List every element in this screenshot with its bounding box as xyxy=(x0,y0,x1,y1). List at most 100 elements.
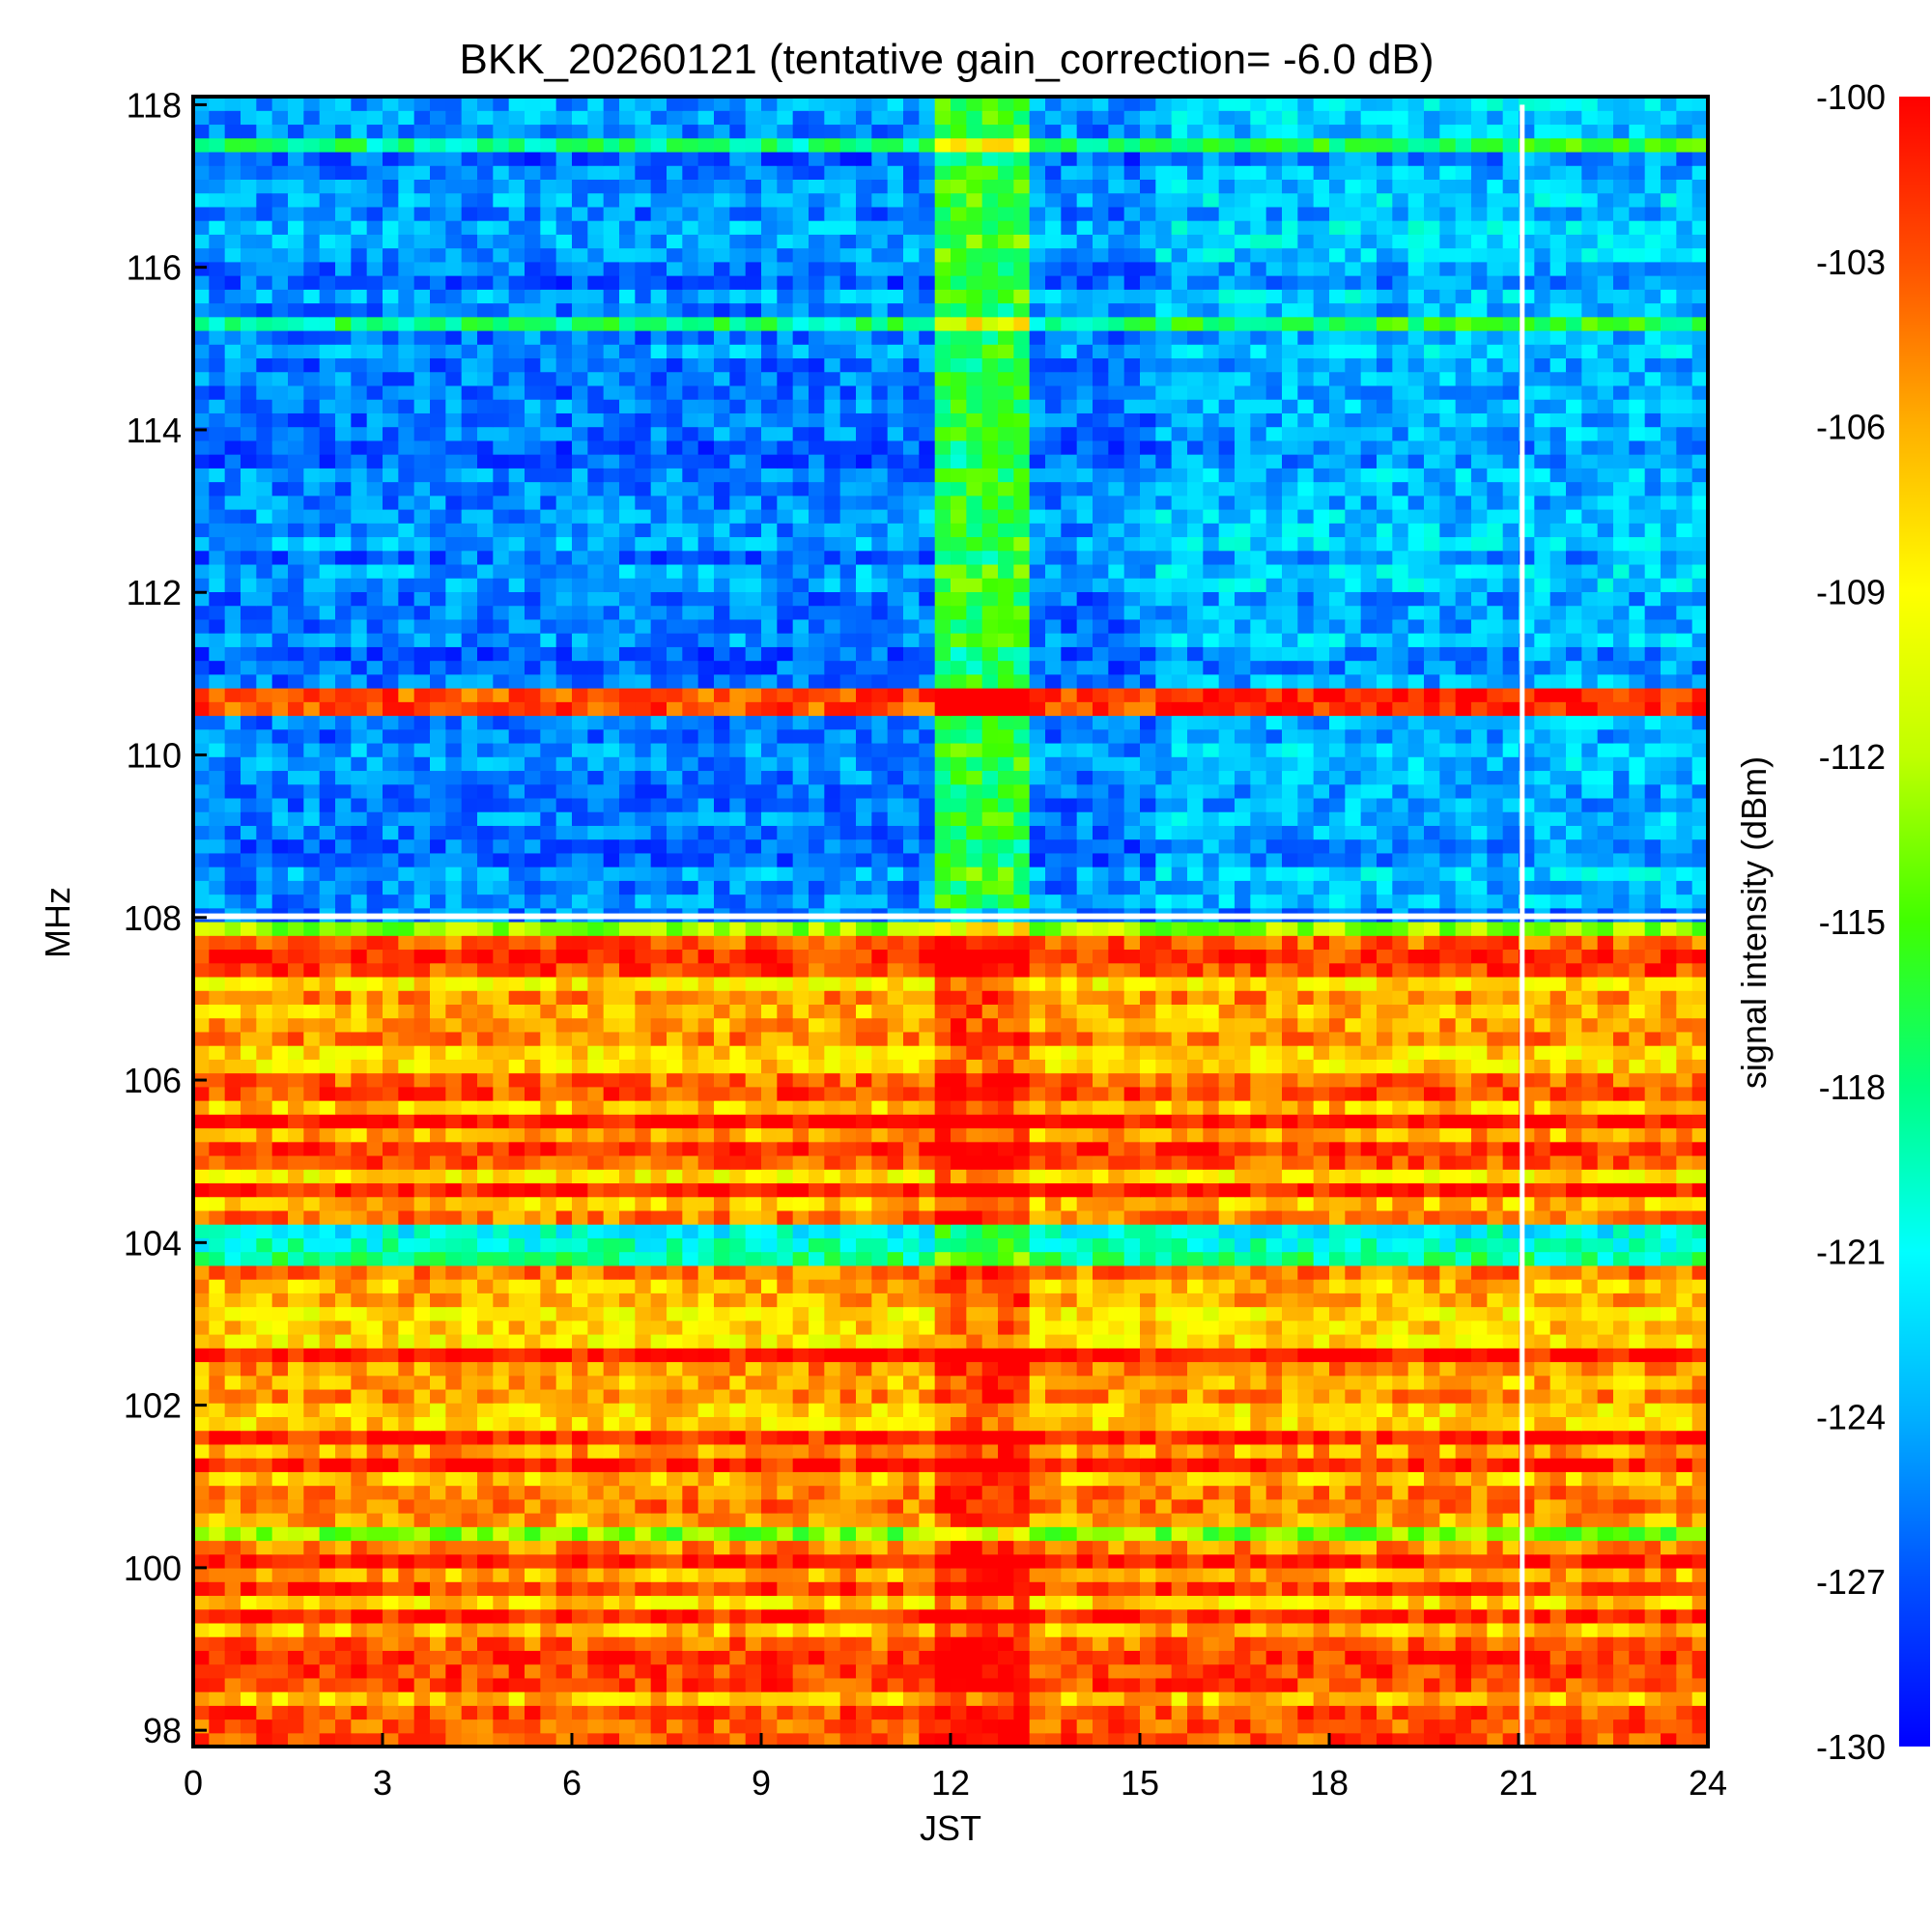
heatmap-cell xyxy=(461,1100,478,1115)
heatmap-cell xyxy=(619,1595,636,1610)
heatmap-cell xyxy=(650,1485,668,1500)
heatmap-cell xyxy=(1123,1498,1141,1514)
heatmap-cell xyxy=(619,1251,636,1266)
heatmap-cell xyxy=(319,1264,336,1280)
heatmap-cell xyxy=(1360,1677,1378,1692)
heatmap-cell xyxy=(1265,1498,1283,1514)
heatmap-cell xyxy=(887,1320,904,1335)
heatmap-cell xyxy=(193,1182,210,1198)
heatmap-cell xyxy=(1581,1403,1599,1417)
heatmap-cell xyxy=(934,1485,952,1500)
heatmap-cell xyxy=(1471,1361,1488,1377)
heatmap-cell xyxy=(1029,1526,1046,1542)
heatmap-cell xyxy=(572,1416,588,1432)
heatmap-cell xyxy=(682,1086,699,1101)
heatmap-cell xyxy=(271,1045,289,1060)
heatmap-cell xyxy=(1424,1224,1440,1238)
heatmap-cell xyxy=(224,1526,242,1542)
heatmap-cell xyxy=(619,1485,636,1500)
heatmap-cell xyxy=(1424,1719,1440,1734)
heatmap-cell xyxy=(383,1608,399,1624)
heatmap-cell xyxy=(682,1430,699,1445)
heatmap-cell xyxy=(809,1334,825,1349)
heatmap-cell xyxy=(635,1458,652,1472)
heatmap-cell xyxy=(1029,1443,1046,1459)
heatmap-cell xyxy=(1235,1306,1251,1321)
heatmap-cell xyxy=(193,1581,210,1597)
heatmap-cell xyxy=(603,1114,620,1129)
heatmap-cell xyxy=(934,1045,952,1060)
heatmap-cell xyxy=(1013,1375,1031,1390)
heatmap-cell xyxy=(1597,1513,1614,1527)
heatmap-cell xyxy=(1471,1719,1488,1734)
heatmap-cell xyxy=(809,1416,825,1432)
heatmap-cell xyxy=(1566,1100,1582,1115)
heatmap-cell xyxy=(903,1485,920,1500)
heatmap-cell xyxy=(1534,1306,1551,1321)
heatmap-cell xyxy=(1250,1182,1267,1198)
heatmap-cell xyxy=(635,1279,652,1293)
heatmap-cell xyxy=(729,1553,747,1569)
heatmap-cell xyxy=(934,1224,952,1238)
heatmap-cell xyxy=(288,1581,304,1597)
heatmap-cell xyxy=(1566,1086,1582,1101)
heatmap-cell xyxy=(966,1636,983,1651)
heatmap-cell xyxy=(445,1732,463,1747)
heatmap-cell xyxy=(729,1293,747,1308)
heatmap-cell xyxy=(1282,1169,1298,1184)
heatmap-cell xyxy=(934,1663,952,1679)
heatmap-cell xyxy=(461,1458,478,1472)
heatmap-cell xyxy=(508,1348,526,1363)
heatmap-cell xyxy=(1613,1059,1630,1074)
heatmap-cell xyxy=(508,1196,526,1211)
heatmap-cell xyxy=(871,1154,889,1170)
heatmap-cell xyxy=(1407,1196,1425,1211)
heatmap-cell xyxy=(1313,1086,1330,1101)
heatmap-cell xyxy=(966,1375,983,1390)
heatmap-cell xyxy=(398,1100,415,1115)
heatmap-cell xyxy=(1471,1348,1488,1363)
heatmap-cell xyxy=(1013,1127,1031,1143)
heatmap-cell xyxy=(635,1320,652,1335)
heatmap-cell xyxy=(1123,1375,1141,1390)
heatmap-cell xyxy=(1502,1320,1520,1335)
heatmap-cell xyxy=(1644,1458,1662,1472)
heatmap-cell xyxy=(1566,1595,1582,1610)
heatmap-cell xyxy=(1644,1169,1662,1184)
heatmap-cell xyxy=(1345,1154,1362,1170)
heatmap-cell xyxy=(1502,1485,1520,1500)
heatmap-cell xyxy=(1313,1334,1330,1349)
heatmap-cell xyxy=(682,1031,699,1046)
heatmap-cell xyxy=(1093,1677,1109,1692)
heatmap-cell xyxy=(303,1072,321,1088)
heatmap-cell xyxy=(1407,1677,1425,1692)
heatmap-cell xyxy=(477,1279,494,1293)
heatmap-cell xyxy=(919,1732,936,1747)
heatmap-cell xyxy=(1644,1416,1662,1432)
heatmap-cell xyxy=(540,1361,557,1377)
heatmap-cell xyxy=(1455,1443,1472,1459)
heatmap-cell xyxy=(445,1375,463,1390)
heatmap-cell xyxy=(1235,1567,1251,1582)
heatmap-cell xyxy=(1502,1059,1520,1074)
heatmap-cell xyxy=(1392,1416,1409,1432)
heatmap-cell xyxy=(809,1086,825,1101)
heatmap-cell xyxy=(667,1237,683,1253)
heatmap-cell xyxy=(1140,1650,1156,1665)
heatmap-cell xyxy=(650,1279,668,1293)
heatmap-cell xyxy=(1171,1334,1188,1349)
heatmap-cell xyxy=(319,1209,336,1225)
heatmap-cell xyxy=(650,1608,668,1624)
heatmap-cell xyxy=(839,1224,857,1238)
heatmap-cell xyxy=(809,1072,825,1088)
heatmap-cell xyxy=(1629,1100,1646,1115)
heatmap-cell xyxy=(1549,1031,1567,1046)
heatmap-cell xyxy=(430,1650,446,1665)
heatmap-cell xyxy=(1629,1196,1646,1211)
heatmap-cell xyxy=(603,1334,620,1349)
heatmap-cell xyxy=(1455,1169,1472,1184)
heatmap-cell xyxy=(1439,1114,1457,1129)
heatmap-cell xyxy=(1676,1581,1693,1597)
heatmap-cell xyxy=(1439,1264,1457,1280)
heatmap-cell xyxy=(1171,1361,1188,1377)
